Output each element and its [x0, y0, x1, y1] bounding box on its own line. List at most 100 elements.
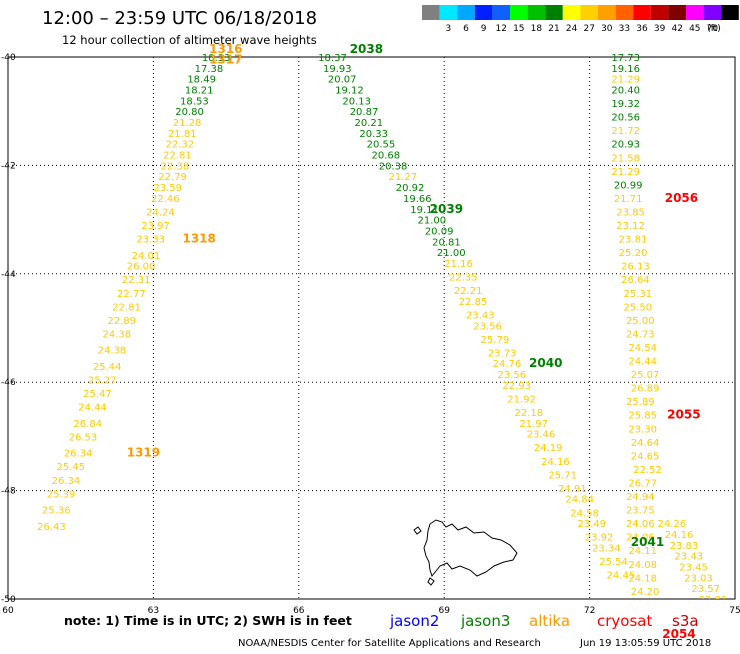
swh-value-label: 18.37 [318, 53, 347, 64]
swh-value-label: 21.97 [519, 419, 548, 430]
swh-value-label: 25.71 [548, 470, 577, 481]
swh-value-label: 18.49 [187, 75, 216, 86]
pass-time-label: 2056 [665, 191, 698, 205]
scale-swatch [650, 5, 669, 20]
swh-value-label: 24.16 [541, 457, 570, 468]
scale-swatch [457, 5, 475, 20]
swh-value-label: 26.89 [631, 384, 660, 395]
swh-value-label: 24.94 [626, 492, 655, 503]
measurement-points: 18.3317.3818.4918.2118.5320.8021.2821.81… [37, 53, 727, 611]
swh-value-label: 21.58 [611, 153, 640, 164]
swh-value-label: 20.92 [396, 183, 425, 194]
swh-value-label: 25.45 [56, 462, 85, 473]
scale-label: 21 [548, 24, 559, 34]
swh-value-label: 23.75 [626, 506, 655, 517]
swh-value-label: 22.89 [107, 316, 136, 327]
swh-value-label: 20.87 [350, 107, 379, 118]
swh-value-label: 23.12 [616, 221, 645, 232]
swh-value-label: 20.09 [425, 226, 454, 237]
swh-value-label: 22.52 [633, 465, 662, 476]
swh-value-label: 20.81 [432, 237, 461, 248]
swh-value-label: 19.32 [611, 99, 640, 110]
swh-value-label: 24.58 [570, 508, 599, 519]
scale-label: 42 [671, 24, 682, 34]
scale-swatch [422, 5, 440, 20]
swh-value-label: 25.89 [626, 397, 655, 408]
swh-value-label: 23.83 [670, 541, 699, 552]
swh-value-label: 19.12 [335, 86, 364, 97]
scale-swatch [562, 5, 581, 20]
scale-label: 30 [601, 24, 613, 34]
x-axis-ticks: 60 63 66 69 72 75 [2, 606, 740, 616]
satellite-legend-jason2: jason2 [389, 612, 439, 630]
scale-label: 3 [446, 24, 452, 34]
swh-value-label: 18.53 [180, 96, 209, 107]
swh-value-label: 17.38 [195, 64, 224, 75]
swh-value-label: 22.21 [454, 286, 483, 297]
swh-value-label: 24.06 [626, 533, 655, 544]
swh-value-label: 22.35 [449, 273, 478, 284]
swh-value-label: 20.38 [379, 161, 408, 172]
swh-value-label: 26.84 [73, 419, 102, 430]
swh-value-label: 25.20 [619, 248, 648, 259]
scale-swatch [633, 5, 651, 20]
swh-value-label: 26.34 [52, 476, 81, 487]
swh-value-label: 22.85 [459, 297, 488, 308]
y-axis-ticks: -40 -42 -44 -46 -48 -50 [1, 53, 16, 605]
swh-value-label: 23.45 [679, 562, 708, 573]
island-outline [423, 519, 518, 578]
swh-value-label: 25.27 [88, 375, 117, 386]
pass-time-label: 2038 [350, 42, 383, 56]
swh-value-label: 22.38 [161, 161, 190, 172]
swh-value-label: 24.91 [558, 484, 587, 495]
pass-time-label: 1317 [209, 53, 242, 67]
footer-timestamp: Jun 19 13:05:59 UTC 2018 [579, 638, 711, 649]
scale-label: 24 [566, 24, 578, 34]
pass-time-label: 2039 [430, 202, 463, 216]
swh-value-label: 25.85 [628, 411, 657, 422]
pass-time-label: 2040 [529, 356, 562, 370]
chart-title: 12:00 – 23:59 UTC 06/18/2018 [42, 8, 317, 29]
satellite-legend-jason3: jason3 [460, 612, 510, 630]
swh-value-label: 23.30 [628, 424, 657, 435]
x-tick-label: 63 [148, 606, 159, 616]
swh-value-label: 23.34 [592, 544, 621, 555]
scale-label: 45 [689, 24, 700, 34]
satellite-legend-cryosat: cryosat [597, 612, 652, 630]
swh-value-label: 25.07 [631, 370, 660, 381]
y-tick-label: -42 [1, 161, 16, 171]
y-tick-label: -40 [1, 53, 16, 63]
scale-swatch [668, 5, 686, 20]
swh-value-label: 23.56 [498, 370, 527, 381]
swh-value-label: 24.19 [534, 443, 563, 454]
swh-value-label: 24.54 [628, 343, 657, 354]
scale-label: 39 [654, 24, 666, 34]
swh-value-label: 19.66 [403, 194, 432, 205]
swh-value-label: 21.00 [437, 248, 466, 259]
x-tick-label: 60 [2, 606, 14, 616]
swh-value-label: 23.59 [153, 183, 182, 194]
swh-value-label: 21.81 [168, 129, 197, 140]
scale-swatch [527, 5, 546, 20]
scale-label: 9 [481, 24, 487, 34]
swh-value-label: 23.43 [466, 310, 495, 321]
swh-value-label: 25.32 [631, 600, 660, 611]
scale-label: 6 [463, 24, 469, 34]
swh-value-label: 22.31 [122, 275, 151, 286]
swh-value-label: 24.64 [631, 438, 660, 449]
scale-swatch [598, 5, 616, 20]
swh-value-label: 25.44 [93, 362, 122, 373]
swh-value-label: 25.79 [481, 335, 510, 346]
y-tick-label: -44 [1, 270, 16, 280]
swh-value-label: 19.16 [611, 64, 640, 75]
swh-value-label: 23.97 [141, 221, 170, 232]
swh-value-label: 23.49 [577, 519, 606, 530]
swh-value-label: 20.99 [614, 180, 643, 191]
swh-value-label: 21.29 [611, 167, 640, 178]
swh-value-label: 22.79 [158, 172, 187, 183]
swh-value-label: 20.33 [359, 129, 388, 140]
pass-time-label: 2041 [631, 535, 664, 549]
x-tick-label: 66 [293, 606, 305, 616]
swh-value-label: 24.06 [626, 519, 655, 530]
